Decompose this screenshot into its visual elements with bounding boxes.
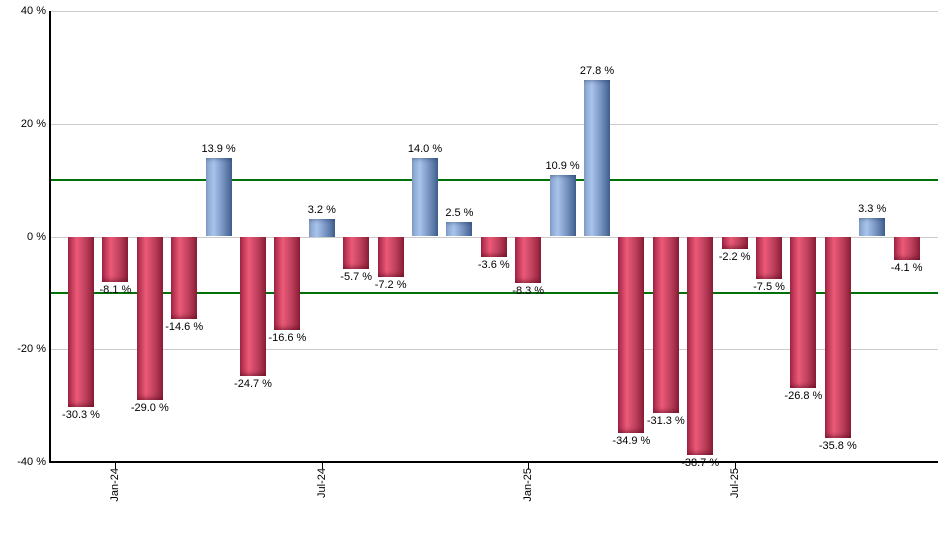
x-axis-tick-mark [321, 463, 323, 469]
bar-value-label: -8.3 % [512, 285, 545, 298]
return-bar [205, 158, 232, 237]
bar-value-label: -26.8 % [784, 389, 823, 402]
return-bar [584, 79, 610, 237]
bar-value-label: -5.7 % [340, 270, 373, 283]
return-bar [756, 236, 782, 279]
gridline [50, 349, 938, 351]
y-axis-tick-label: 20 % [20, 117, 46, 130]
return-bar [136, 236, 163, 400]
x-axis-tick-mark [115, 463, 117, 469]
bar-value-label: -31.3 % [646, 415, 685, 427]
y-axis-tick-label: -40 % [17, 456, 46, 468]
return-bar [377, 236, 404, 278]
return-bar [446, 222, 473, 237]
return-bar [618, 236, 645, 434]
return-bar [480, 236, 507, 257]
bar-value-label: -30.3 % [62, 409, 100, 422]
x-axis-tick-label: Jan-24 [109, 468, 122, 502]
bar-value-label: -8.1 % [99, 284, 132, 297]
return-bar [343, 236, 370, 269]
bar-value-label: -7.2 % [374, 279, 407, 292]
bar-value-label: -24.7 % [234, 377, 272, 390]
bar-value-label: -34.9 % [612, 435, 651, 448]
bar-value-label: -14.6 % [165, 320, 204, 333]
bar-value-label: 2.5 % [445, 207, 474, 220]
return-bar [790, 236, 817, 388]
return-bar [652, 236, 679, 413]
bar-value-label: 14.0 % [407, 142, 443, 155]
x-axis-tick-label: Jul-24 [315, 468, 328, 498]
return-bar [893, 236, 920, 260]
return-bar [824, 236, 851, 439]
x-axis-tick-mark [528, 463, 530, 469]
bar-value-label: -29.0 % [130, 402, 169, 414]
return-bar [859, 217, 886, 237]
x-axis-tick-mark [734, 463, 736, 469]
reference-line [50, 179, 938, 182]
bar-value-label: 27.8 % [579, 64, 615, 77]
gridline [50, 11, 938, 12]
bar-value-label: -35.8 % [818, 440, 857, 453]
x-axis-tick-label: Jan-25 [522, 468, 535, 502]
bar-value-label: -7.5 % [753, 280, 785, 293]
return-bar [308, 218, 335, 237]
bar-value-label: -3.6 % [477, 258, 510, 271]
bar-value-label: 3.2 % [307, 203, 336, 216]
y-axis-tick-label: 0 % [27, 230, 46, 243]
bar-value-label: -2.2 % [718, 250, 751, 263]
return-bar [274, 236, 301, 331]
return-bar [412, 157, 438, 237]
gridline [50, 123, 938, 125]
bar-value-label: 3.3 % [858, 202, 887, 215]
y-axis-line [49, 11, 51, 463]
x-axis-tick-label: Jul-25 [728, 468, 741, 498]
return-bar [515, 236, 542, 284]
bar-value-label: 10.9 % [545, 160, 580, 173]
return-bar [240, 236, 266, 376]
return-bar [102, 236, 129, 283]
y-axis-tick-label: 40 % [20, 5, 46, 17]
y-axis-tick-label: -20 % [17, 343, 46, 356]
return-bar [549, 175, 576, 237]
return-bar [721, 236, 748, 249]
bar-value-label: -4.1 % [890, 261, 923, 274]
return-bar [687, 236, 714, 455]
bar-value-label: -16.6 % [268, 332, 307, 345]
return-bar [171, 236, 198, 319]
bar-value-label: -38.7 % [681, 457, 719, 470]
bar-value-label: 13.9 % [201, 143, 236, 156]
reference-line [50, 291, 938, 294]
return-bar [68, 236, 94, 408]
x-axis-line [49, 461, 938, 463]
